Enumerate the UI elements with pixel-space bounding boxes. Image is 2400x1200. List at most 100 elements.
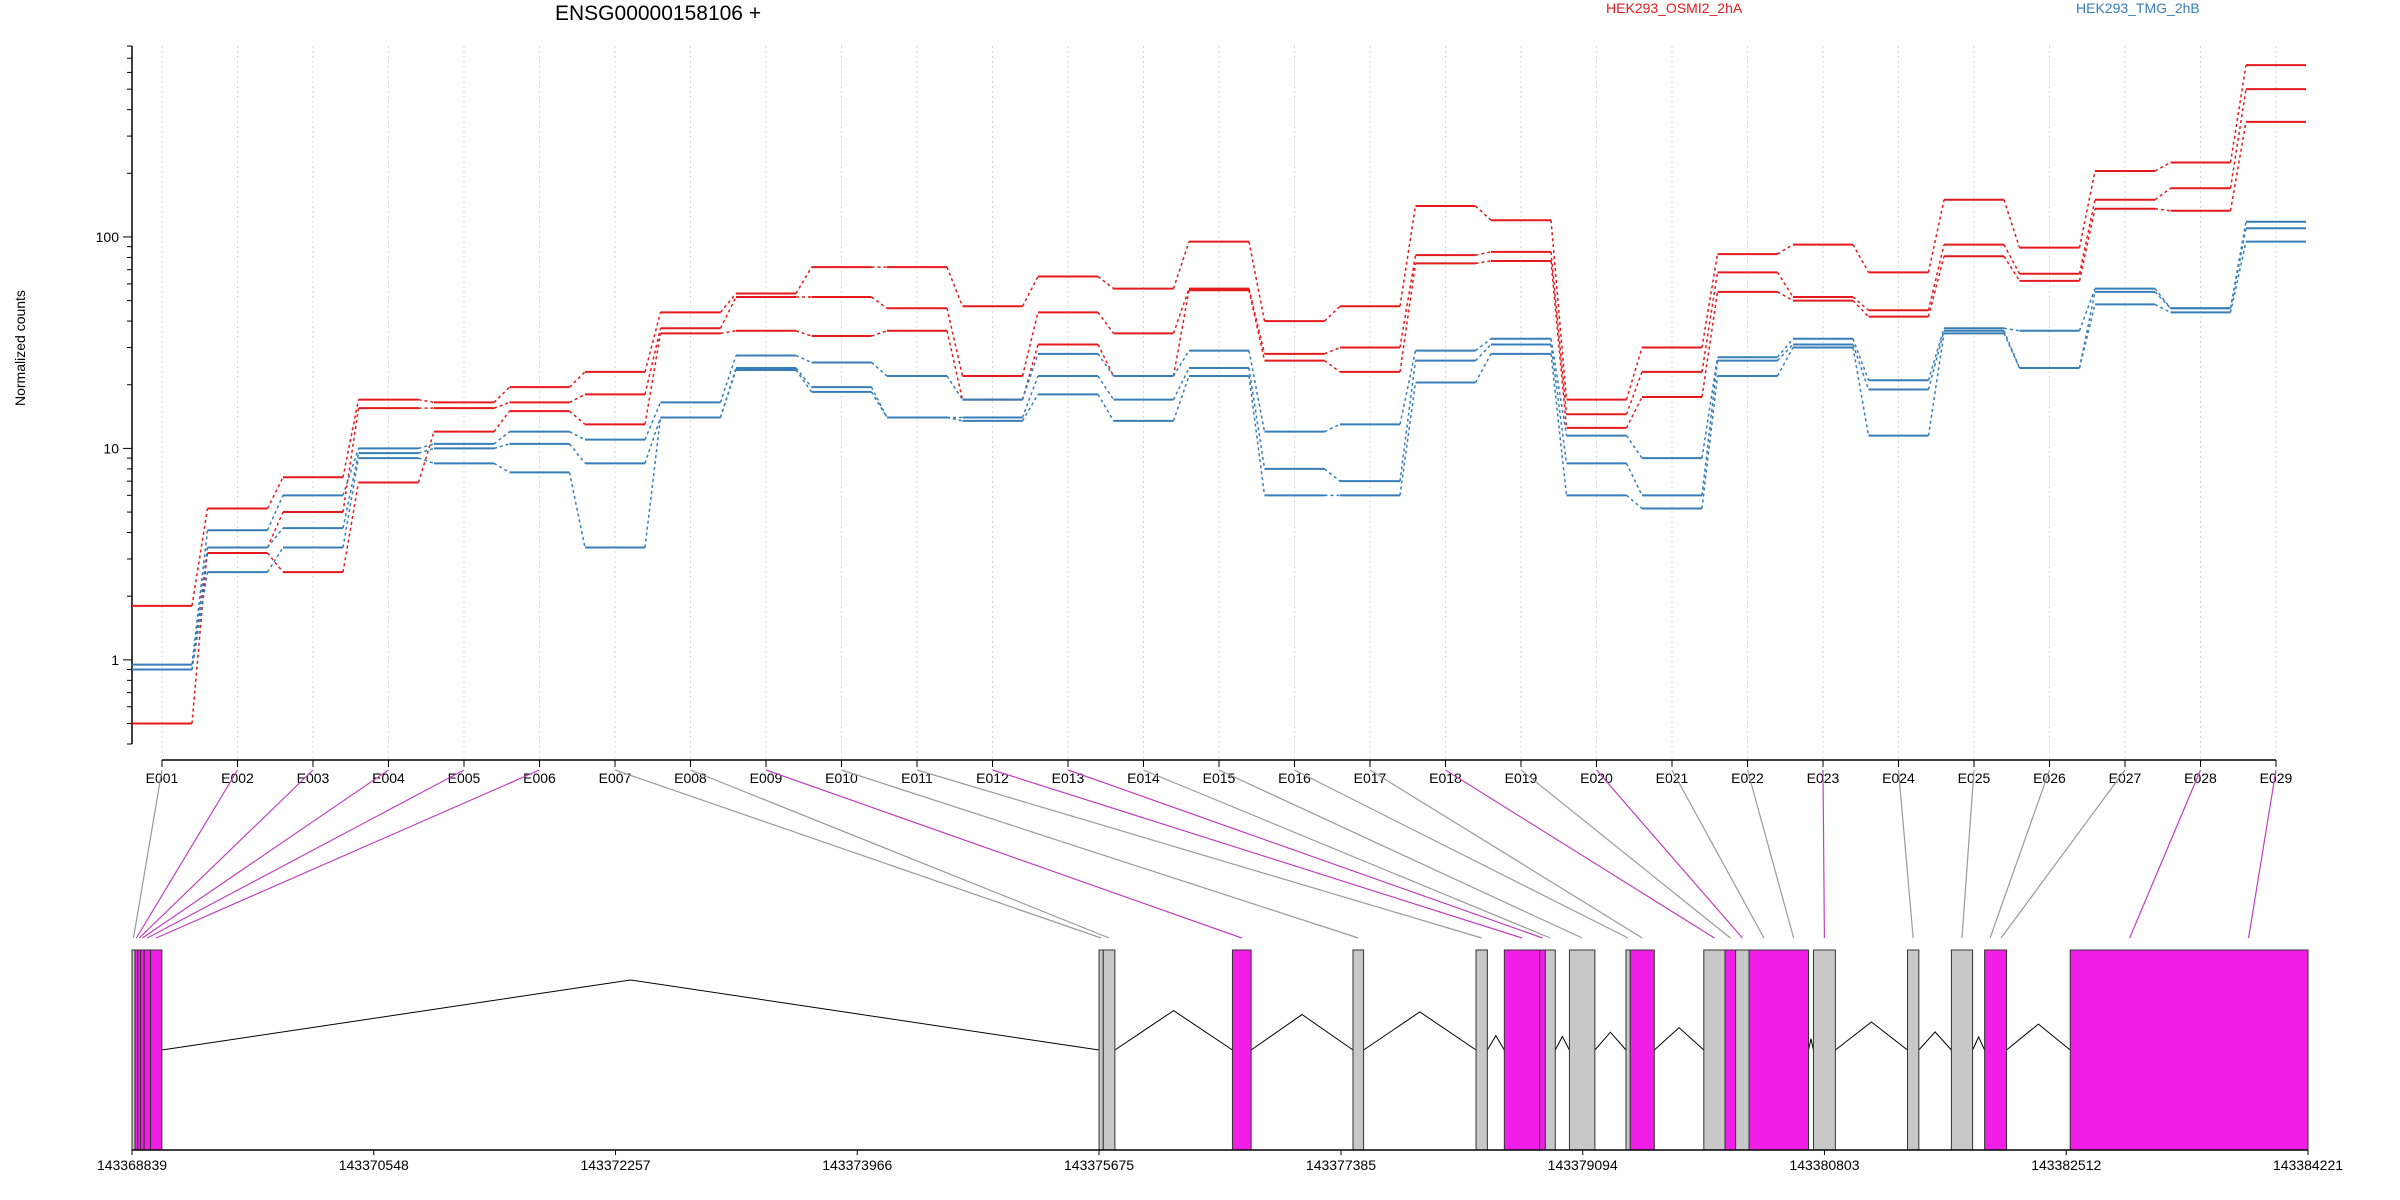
data-connector (1927, 330, 1945, 390)
data-connector (1172, 375, 1190, 422)
exon-box-e022 (1812, 949, 1836, 1151)
coordinate-label: 143380803 (1789, 1157, 1859, 1173)
x-tick-label: E027 (2109, 770, 2142, 786)
exon-link-e004 (142, 769, 389, 939)
data-connector (2003, 244, 2021, 275)
data-connector (1097, 394, 1115, 422)
x-tick-label: E005 (448, 770, 481, 786)
x-tick-label: E010 (825, 770, 858, 786)
data-connector (644, 402, 662, 440)
data-connector (1550, 338, 1568, 436)
data-connector (493, 410, 511, 433)
x-tick-label: E029 (2260, 770, 2293, 786)
coordinate-label: 143373966 (822, 1157, 892, 1173)
data-connector (1701, 253, 1719, 348)
exon-link-e012 (992, 769, 1523, 939)
data-connector (266, 552, 284, 573)
exon-link-e023 (1822, 769, 1826, 939)
data-connector (1021, 276, 1039, 307)
x-tick-label: E018 (1429, 770, 1462, 786)
exon-box-e019 (1724, 949, 1737, 1151)
data-connector (2003, 330, 2021, 369)
data-connector (946, 416, 963, 422)
data-connector (1248, 375, 1266, 496)
x-tick-label: E025 (1958, 770, 1991, 786)
exon-box-e025 (1984, 949, 2008, 1151)
series-line-1 (132, 64, 2306, 607)
data-connector (1927, 244, 1945, 311)
data-connector (1021, 312, 1039, 377)
data-connector (1097, 311, 1115, 334)
data-connector (266, 476, 284, 509)
exon-link-e010 (841, 769, 1359, 939)
data-connector (2229, 228, 2247, 309)
exon-link-e001 (132, 769, 163, 939)
data-connector (569, 410, 586, 425)
data-connector (1852, 344, 1870, 390)
x-tick-label: E015 (1203, 770, 1236, 786)
data-connector (870, 391, 888, 418)
data-connector (1776, 343, 1794, 362)
data-connector (946, 308, 964, 377)
exon-box-e009 (1231, 949, 1252, 1151)
data-connector (644, 312, 662, 373)
data-connector (2078, 170, 2096, 248)
data-connector (1399, 360, 1417, 482)
exon-box-e013 (1539, 949, 1546, 1151)
data-connector (1097, 344, 1115, 377)
data-connector (720, 330, 737, 335)
data-connector (569, 430, 586, 441)
data-connector (1399, 382, 1417, 496)
exon-box-e023 (1907, 949, 1920, 1151)
exon-link-e019 (1520, 769, 1731, 939)
data-connector (1852, 338, 1870, 381)
exon-box-e020 (1735, 949, 1750, 1151)
data-connector (1399, 255, 1417, 348)
data-connector (1852, 296, 1869, 311)
data-connector (342, 399, 360, 478)
exon-link-e018 (1445, 769, 1715, 939)
data-connector (1550, 220, 1568, 400)
data-connector (2003, 333, 2021, 369)
x-tick-label: E002 (221, 770, 254, 786)
data-connector (1776, 271, 1794, 298)
data-connector (2154, 207, 2171, 212)
data-connector (2229, 241, 2247, 313)
data-connector (1399, 205, 1417, 307)
data-connector (266, 511, 284, 548)
exon-link-e027 (2000, 769, 2126, 939)
intron-line (161, 979, 1100, 1051)
data-connector (1172, 290, 1190, 377)
exon-box-e005 (143, 949, 152, 1151)
exon-box-e021 (1748, 949, 1809, 1151)
data-connector (1248, 241, 1266, 322)
data-connector (493, 443, 510, 450)
x-tick-label: E016 (1278, 770, 1311, 786)
data-connector (2078, 288, 2096, 332)
data-connector (2154, 187, 2171, 201)
data-connector (191, 530, 209, 665)
exon-link-e017 (1369, 769, 1643, 939)
data-connector (493, 431, 510, 445)
data-connector (1399, 350, 1417, 425)
data-connector (1324, 346, 1341, 355)
axes-layer: 1 10 100 E001 E002 E003 E004 E005 E006 E007 E008 E0… (96, 45, 2293, 786)
data-connector (946, 375, 964, 401)
data-connector (2003, 199, 2021, 248)
data-connector (1701, 357, 1719, 459)
data-connector (493, 401, 510, 409)
data-connector (1324, 423, 1341, 433)
data-connector (871, 330, 888, 337)
data-connector (719, 293, 737, 313)
data-connector (342, 408, 360, 513)
exon-link-layer (132, 769, 2277, 939)
coordinate-label: 143384221 (2273, 1157, 2343, 1173)
data-connector (2003, 327, 2020, 332)
data-connector (1927, 328, 1945, 381)
data-connector (719, 296, 737, 329)
exon-link-e011 (916, 769, 1482, 939)
data-connector (1097, 353, 1115, 377)
x-tick-label: E011 (901, 770, 933, 786)
data-connector (946, 266, 964, 307)
x-tick-label: E013 (1052, 770, 1085, 786)
